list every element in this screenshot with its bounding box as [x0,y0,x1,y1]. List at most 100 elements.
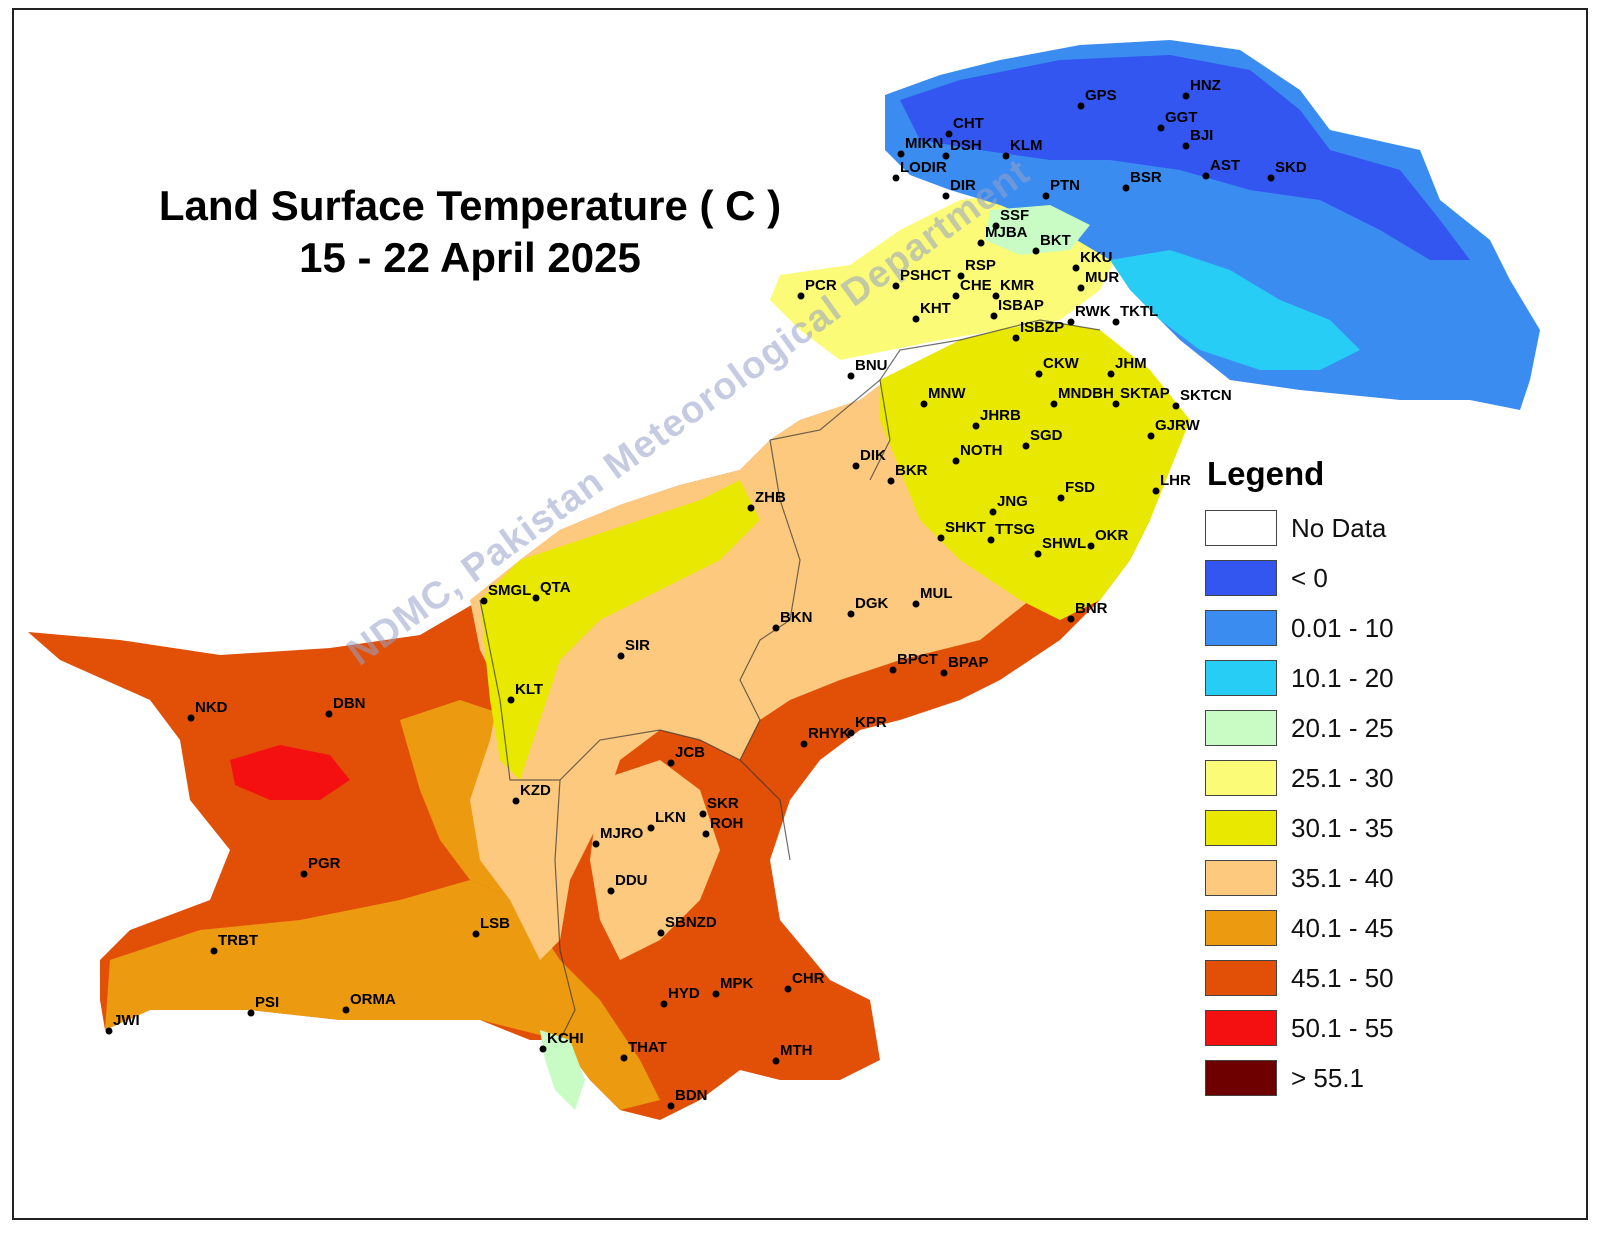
station-dot [1172,402,1180,410]
station-label: BKR [895,462,928,479]
station-dot [992,292,1000,300]
station-dot [942,192,950,200]
region-coast-pale [540,1030,585,1110]
station-bji: BJI [1182,127,1213,150]
station-dot [747,504,755,512]
station-label: SHKT [945,519,986,536]
station-label: SSF [1000,207,1029,224]
station-skr: SKR [699,795,739,818]
region-pale-green-north [985,205,1090,255]
station-dot [912,600,920,608]
station-bdn: BDN [667,1087,708,1110]
station-lhr: LHR [1152,472,1191,495]
station-dot [957,272,965,280]
station-dot [942,152,950,160]
station-dot [1182,92,1190,100]
station-label: CHE [960,277,992,294]
station-label: SMGL [488,582,531,599]
station-label: MNDBH [1058,385,1114,402]
station-lsb: LSB [472,915,510,938]
station-dot [667,1102,675,1110]
station-label: JNG [997,493,1028,510]
station-dot [952,292,960,300]
title-line-2: 15 - 22 April 2025 [299,234,641,281]
station-label: CHR [792,970,825,987]
station-dot [952,457,960,465]
station-ddu: DDU [607,872,648,895]
station-smgl: SMGL [480,582,531,605]
legend-item: No Data [1205,509,1505,547]
legend-label: < 0 [1291,562,1328,593]
station-dot [784,985,792,993]
station-bpct: BPCT [889,651,938,674]
station-ckw: CKW [1035,355,1080,378]
station-dik: DIK [852,447,886,470]
station-rhyk: RHYK [800,725,851,748]
station-dot [620,1054,628,1062]
station-dot [1035,370,1043,378]
station-orma: ORMA [342,991,396,1014]
station-dot [1202,172,1210,180]
station-dot [989,508,997,516]
station-dot [772,624,780,632]
station-ttsg: TTSG [987,521,1035,544]
station-label: KZD [520,782,551,799]
station-label: DSH [950,137,982,154]
station-label: SKTCN [1180,387,1232,404]
legend-swatch [1205,710,1277,746]
station-dot [772,1057,780,1065]
station-tktl: TKTL [1112,303,1158,326]
station-label: FSD [1065,479,1095,496]
station-label: LODIR [900,159,947,176]
station-klm: KLM [1002,137,1043,160]
station-label: SKTAP [1120,385,1170,402]
province-boundaries [479,319,1101,1041]
station-dot [1087,542,1095,550]
station-dot [847,610,855,618]
station-jhm: JHM [1107,355,1147,378]
station-label: ROH [710,815,743,832]
station-label: THAT [628,1039,667,1056]
station-label: BPAP [948,654,989,671]
legend-swatch [1205,510,1277,546]
station-label: GPS [1085,87,1117,104]
station-label: KHT [920,300,951,317]
station-dot [325,710,333,718]
station-dot [797,292,805,300]
station-dot [940,669,948,677]
map-title: Land Surface Temperature ( C ) 15 - 22 A… [130,180,810,284]
legend-swatch [1205,660,1277,696]
legend-item: 25.1 - 30 [1205,759,1505,797]
legend-item: 45.1 - 50 [1205,959,1505,997]
region-yellow-balochistan [480,480,760,780]
station-psi: PSI [247,994,279,1017]
station-dot [472,930,480,938]
legend-item: 20.1 - 25 [1205,709,1505,747]
station-skd: SKD [1267,159,1307,182]
station-label: AST [1210,157,1240,174]
station-label: SIR [625,637,650,654]
station-dot [1050,400,1058,408]
station-hnz: HNZ [1182,77,1221,100]
station-label: TKTL [1120,303,1158,320]
station-label: BNR [1075,600,1108,617]
station-bnu: BNU [847,357,888,380]
station-ast: AST [1202,157,1240,180]
legend-swatch [1205,960,1277,996]
legend-swatch [1205,860,1277,896]
station-bkr: BKR [887,462,928,485]
station-dot [1072,264,1080,272]
legend-item: 40.1 - 45 [1205,909,1505,947]
station-shwl: SHWL [1034,535,1086,558]
station-dot [1267,174,1275,182]
station-dot [1067,318,1075,326]
station-dot [1182,142,1190,150]
station-lodir: LODIR [892,159,947,182]
station-isbzp: ISBZP [1012,319,1064,342]
station-kchi: KCHI [539,1030,584,1053]
legend-item: 50.1 - 55 [1205,1009,1505,1047]
station-dot [847,372,855,380]
station-qta: QTA [532,579,571,602]
station-label: MUR [1085,269,1119,286]
station-cht: CHT [945,115,984,138]
